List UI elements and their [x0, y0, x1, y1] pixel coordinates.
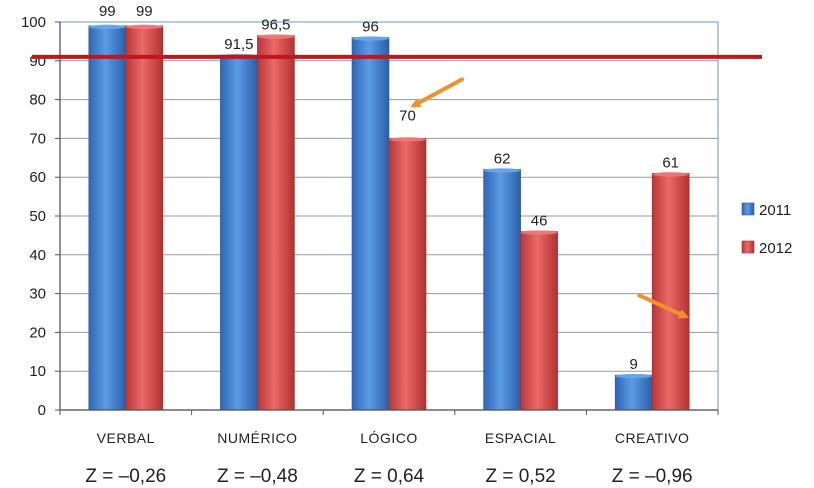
category-label: NUMÉRICO: [217, 430, 297, 446]
y-tick-label: 60: [29, 169, 46, 186]
y-tick-label: 40: [29, 247, 46, 264]
bar-2011: [483, 169, 521, 411]
data-label: 96: [362, 19, 379, 36]
bar-2011: [351, 37, 390, 411]
bar-top-2012: [389, 137, 426, 142]
data-label: 91,5: [224, 36, 253, 53]
bar-top-2012: [652, 172, 690, 177]
data-label: 62: [494, 150, 511, 167]
bar-2012: [388, 138, 427, 411]
bar-2012: [651, 173, 690, 411]
y-tick-label: 10: [29, 363, 46, 380]
y-tick-label: 20: [29, 324, 46, 341]
bar-top-2012: [125, 24, 163, 30]
data-label: 70: [399, 107, 416, 124]
bar-2012: [257, 35, 295, 411]
legend-label-2012: 2012: [759, 240, 792, 257]
category-label: LÓGICO: [360, 430, 417, 446]
y-tick-label: 30: [29, 286, 46, 303]
data-label: 9: [630, 356, 638, 373]
category-label: VERBAL: [97, 430, 155, 446]
bar-top-2012: [520, 230, 558, 235]
legend-label-2011: 2011: [759, 202, 791, 219]
bar-2011: [614, 374, 653, 411]
z-score-label: Z = –0,26: [85, 466, 166, 487]
bar-top-2011: [88, 24, 126, 30]
y-tick-label: 80: [29, 92, 46, 109]
bars: [88, 24, 690, 411]
legend-swatch-2012: [741, 240, 755, 254]
data-label: 99: [136, 3, 153, 20]
z-score-label: Z = 0,52: [485, 466, 555, 487]
category-label: CREATIVO: [615, 430, 690, 446]
data-label: 46: [531, 213, 548, 230]
bar-top-2011: [352, 36, 389, 41]
category-label: ESPACIAL: [485, 430, 556, 446]
bar-2011: [88, 25, 127, 411]
arrow-icon: [410, 77, 464, 108]
data-label: 96,5: [261, 17, 290, 34]
bar-2012: [520, 231, 558, 411]
bar-2011: [220, 54, 258, 411]
z-score-label: Z = –0,96: [612, 466, 693, 487]
y-tick-label: 0: [38, 402, 46, 419]
data-label: 61: [662, 154, 679, 171]
bar-2012: [125, 25, 164, 411]
bar-top-2012: [257, 34, 295, 39]
bar-top-2011: [615, 373, 653, 379]
y-tick-label: 70: [29, 130, 46, 147]
z-score-label: Z = –0,48: [217, 466, 298, 487]
data-label: 99: [99, 3, 116, 20]
z-score-label: Z = 0,64: [354, 466, 425, 487]
y-tick-label: 50: [29, 208, 46, 225]
y-tick-label: 100: [21, 14, 46, 31]
arrow-icon: [637, 293, 689, 319]
legend: 2011 2012: [741, 202, 792, 257]
legend-swatch-2011: [741, 202, 755, 216]
annotations: [32, 54, 762, 319]
axes: [55, 21, 719, 415]
bar-top-2011: [483, 168, 521, 173]
